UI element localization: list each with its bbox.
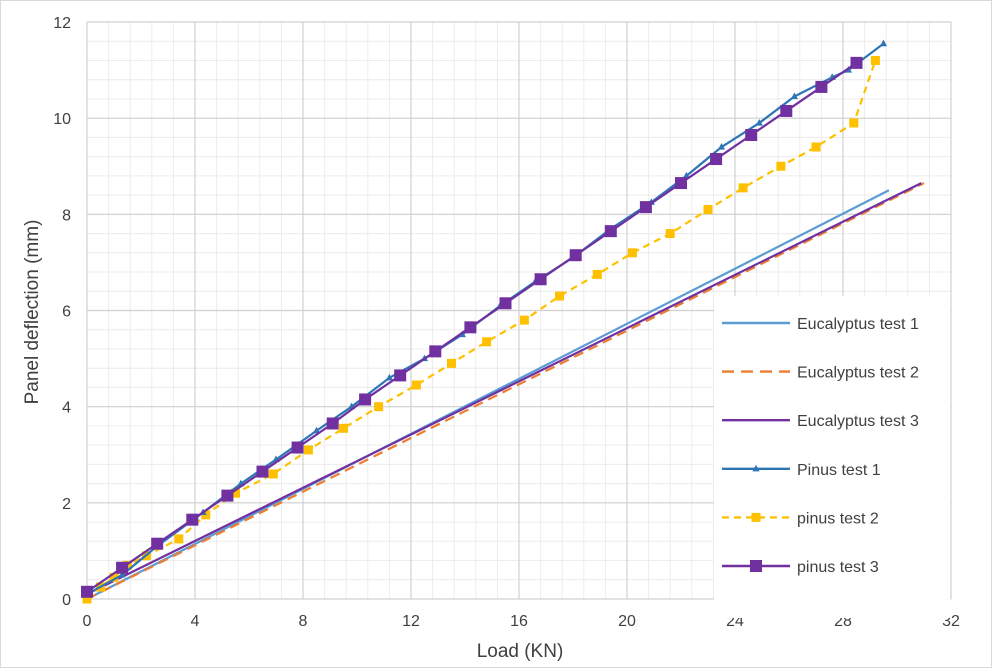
- legend-item: Eucalyptus test 3: [722, 413, 919, 430]
- legend-item: pinus test 3: [722, 559, 879, 576]
- y-axis-ticks: 0 2 4 6 8 10 12: [53, 15, 71, 609]
- data-point: [604, 225, 617, 238]
- data-point: [359, 393, 372, 406]
- legend-item: Eucalyptus test 2: [722, 365, 919, 382]
- x-tick-label: 20: [618, 613, 636, 630]
- data-point: [326, 417, 339, 430]
- data-point: [755, 118, 763, 126]
- legend-item: pinus test 2: [722, 510, 879, 527]
- legend-label: Eucalyptus test 2: [797, 365, 919, 382]
- data-point: [464, 321, 477, 334]
- x-tick-label: 0: [83, 613, 92, 630]
- y-tick-label: 0: [62, 592, 71, 609]
- legend-item: Pinus test 1: [722, 462, 881, 479]
- legend-label: Eucalyptus test 1: [797, 316, 919, 333]
- legend-label: pinus test 2: [797, 510, 879, 527]
- y-tick-label: 6: [62, 304, 71, 321]
- data-point: [151, 537, 164, 550]
- x-tick-label: 12: [402, 613, 420, 630]
- data-point: [118, 570, 126, 578]
- x-tick-label: 16: [510, 613, 528, 630]
- legend-marker: [752, 464, 760, 472]
- data-point: [385, 373, 393, 381]
- series-2: [86, 182, 925, 600]
- data-point: [776, 161, 786, 171]
- y-axis-title: Panel deflection (mm): [22, 220, 43, 405]
- data-point: [627, 248, 637, 258]
- series-line: [86, 182, 925, 600]
- data-point: [849, 118, 859, 128]
- data-point: [710, 153, 723, 166]
- legend-label: pinus test 3: [797, 559, 879, 576]
- data-point: [639, 201, 652, 214]
- data-point: [675, 177, 687, 190]
- data-point: [109, 572, 119, 582]
- data-point: [231, 488, 240, 498]
- legend-label: Pinus test 1: [797, 462, 881, 479]
- data-point: [116, 561, 129, 574]
- data-point: [850, 56, 863, 69]
- y-tick-label: 10: [53, 111, 71, 128]
- data-point: [81, 585, 93, 598]
- data-point: [745, 128, 758, 141]
- data-point: [780, 104, 793, 117]
- legend-item: Eucalyptus test 1: [722, 316, 919, 333]
- data-point: [717, 143, 726, 150]
- data-point: [482, 337, 492, 347]
- data-point: [291, 441, 304, 454]
- y-tick-label: 12: [53, 15, 71, 32]
- data-point: [256, 465, 269, 478]
- x-tick-label: 8: [299, 613, 308, 630]
- legend-marker: [750, 560, 762, 572]
- data-point: [815, 80, 828, 93]
- series-3: [86, 182, 922, 596]
- data-point: [394, 369, 407, 382]
- x-axis-title: Load (KN): [477, 641, 564, 662]
- data-point: [519, 315, 529, 325]
- data-point: [429, 345, 442, 358]
- legend: Eucalyptus test 1 Eucalyptus test 2 Eucaly…: [714, 296, 950, 618]
- data-point: [174, 534, 184, 544]
- data-point: [811, 142, 821, 152]
- data-point: [534, 273, 547, 286]
- series-line: [86, 189, 890, 600]
- data-point: [268, 469, 278, 479]
- y-tick-label: 4: [62, 400, 71, 417]
- data-point: [186, 513, 199, 526]
- data-point: [870, 55, 880, 65]
- series-line: [86, 60, 877, 600]
- data-point: [374, 402, 384, 412]
- series-group: [81, 39, 925, 604]
- data-point: [339, 423, 348, 433]
- data-point: [499, 297, 512, 310]
- legend-label: Eucalyptus test 3: [797, 413, 919, 430]
- y-tick-label: 8: [62, 207, 71, 224]
- data-point: [592, 269, 602, 279]
- legend-marker: [751, 512, 761, 522]
- data-point: [790, 92, 798, 100]
- data-point: [221, 489, 234, 502]
- series-6: [81, 56, 863, 598]
- data-point: [411, 380, 421, 390]
- data-point: [82, 594, 92, 604]
- data-point: [569, 249, 582, 262]
- data-point: [555, 291, 564, 301]
- x-tick-label: 4: [191, 613, 200, 630]
- data-point: [879, 39, 888, 47]
- y-tick-label: 2: [62, 496, 71, 513]
- data-point: [303, 445, 313, 455]
- data-point: [447, 358, 456, 368]
- data-point: [738, 183, 748, 193]
- series-line: [86, 182, 922, 596]
- series-1: [86, 189, 890, 600]
- data-point: [312, 426, 321, 434]
- data-point: [665, 229, 675, 239]
- data-point: [703, 205, 713, 215]
